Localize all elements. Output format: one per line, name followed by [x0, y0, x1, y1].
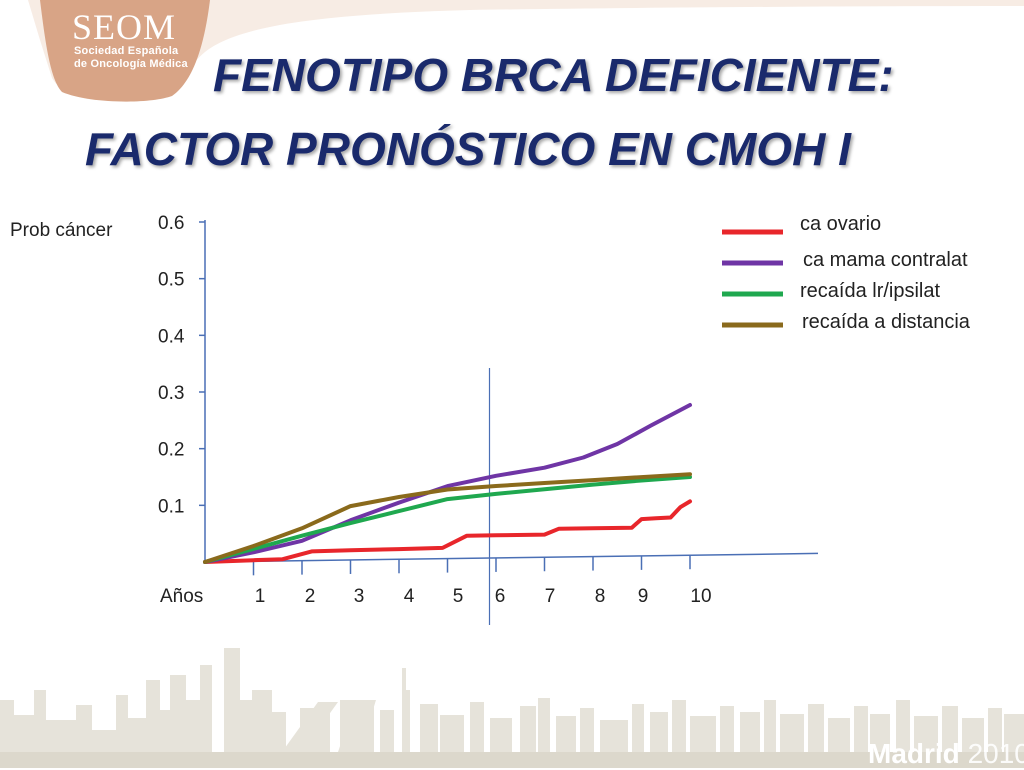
x-tick-label: 10 — [690, 586, 711, 607]
x-axis-line — [204, 552, 819, 563]
series-line-1 — [203, 499, 692, 564]
skyline-building — [470, 702, 484, 752]
skyline-building — [46, 720, 76, 752]
skyline-building — [76, 705, 92, 752]
skyline-building — [650, 712, 668, 752]
skyline-building — [14, 715, 34, 752]
chart-legend: ca ovario ca mama contralat recaída lr/ips… — [722, 213, 971, 333]
skyline-tower — [282, 702, 338, 752]
x-tick-label: 3 — [354, 586, 365, 607]
logo-subtitle-line1: Sociedad Española — [74, 45, 179, 57]
chart-series — [203, 403, 692, 564]
skyline-tv-tower — [402, 668, 406, 752]
legend-label-3: recaída lr/ipsilat — [800, 280, 941, 302]
skyline-building — [690, 716, 716, 752]
skyline-building — [146, 680, 160, 752]
series-line-2 — [203, 403, 692, 564]
skyline-building — [380, 710, 394, 752]
footer-year: 2010 — [967, 738, 1024, 769]
x-tick-label: 2 — [305, 586, 316, 607]
slide-title-line1: FENOTIPO BRCA DEFICIENTE: — [213, 49, 894, 101]
skyline-building — [34, 690, 46, 752]
skyline-building — [828, 718, 850, 752]
y-tick-label: 0.5 — [158, 270, 184, 291]
skyline-building — [240, 700, 252, 752]
logo-title: SEOM — [72, 7, 177, 47]
skyline-building — [780, 714, 804, 752]
y-tick-label: 0.6 — [158, 213, 184, 234]
skyline-building — [556, 716, 576, 752]
chart-axes: 0.6 0.5 0.4 0.3 0.2 0.1 1 2 3 4 5 6 7 8 9 10 — [158, 213, 819, 625]
x-axis-label: Años — [160, 586, 203, 607]
x-tick-label: 1 — [255, 586, 266, 607]
skyline-building — [808, 704, 824, 752]
x-tick-label: 8 — [595, 586, 606, 607]
skyline-building — [632, 704, 644, 752]
y-tick-label: 0.1 — [158, 496, 184, 517]
y-tick-label: 0.2 — [158, 440, 184, 461]
skyline-building — [224, 648, 240, 752]
skyline-building — [896, 700, 910, 752]
skyline-building — [170, 675, 186, 752]
skyline-building — [520, 706, 536, 752]
x-tick-label: 9 — [638, 586, 649, 607]
x-tick-label: 5 — [453, 586, 464, 607]
y-tick-label: 0.3 — [158, 383, 184, 404]
madrid-skyline — [0, 648, 1024, 752]
x-tick-label: 7 — [545, 586, 556, 607]
skyline-building — [764, 700, 776, 752]
skyline-building — [914, 716, 938, 752]
skyline-building — [672, 700, 686, 752]
skyline-tower — [338, 700, 376, 752]
skyline-building — [92, 730, 116, 752]
logo-badge — [40, 0, 210, 102]
skyline-building — [272, 712, 286, 752]
skyline-building — [252, 690, 272, 752]
legend-label-4: recaída a distancia — [802, 311, 971, 333]
x-tick-label: 6 — [495, 586, 506, 607]
skyline-building — [420, 704, 438, 752]
skyline-building — [942, 706, 958, 752]
skyline-building — [128, 718, 146, 752]
skyline-building — [854, 706, 868, 752]
x-tick-label: 4 — [404, 586, 415, 607]
skyline-building — [740, 712, 760, 752]
skyline-building — [600, 720, 628, 752]
footer-city: Madrid — [868, 738, 960, 769]
skyline-building — [988, 708, 1002, 752]
skyline-building — [1004, 714, 1024, 752]
skyline-building — [490, 718, 512, 752]
footer-label: Madrid 2010 — [868, 738, 1024, 770]
logo-background-shape — [0, 0, 1024, 100]
skyline-building — [440, 715, 464, 752]
series-line-3 — [203, 475, 692, 564]
skyline-building — [116, 695, 128, 752]
seom-logo: SEOM Sociedad Española de Oncología Médi… — [0, 0, 230, 100]
skyline-building — [580, 708, 594, 752]
skyline-building — [160, 710, 170, 752]
y-axis-label: Prob cáncer — [10, 220, 113, 241]
legend-label-2: ca mama contralat — [803, 249, 968, 271]
legend-label-1: ca ovario — [800, 213, 881, 235]
y-tick-label: 0.4 — [158, 326, 185, 347]
slide-title-line2: FACTOR PRONÓSTICO EN CMOH I — [85, 123, 851, 175]
skyline-building — [870, 714, 890, 752]
skyline-base — [0, 752, 1024, 768]
series-line-4 — [203, 472, 692, 564]
skyline-building — [200, 665, 212, 752]
skyline-building — [0, 700, 14, 752]
logo-subtitle-line2: de Oncología Médica — [74, 58, 188, 70]
skyline-building — [538, 698, 550, 752]
skyline-building — [720, 706, 734, 752]
skyline-building — [962, 718, 984, 752]
skyline-building — [186, 700, 200, 752]
